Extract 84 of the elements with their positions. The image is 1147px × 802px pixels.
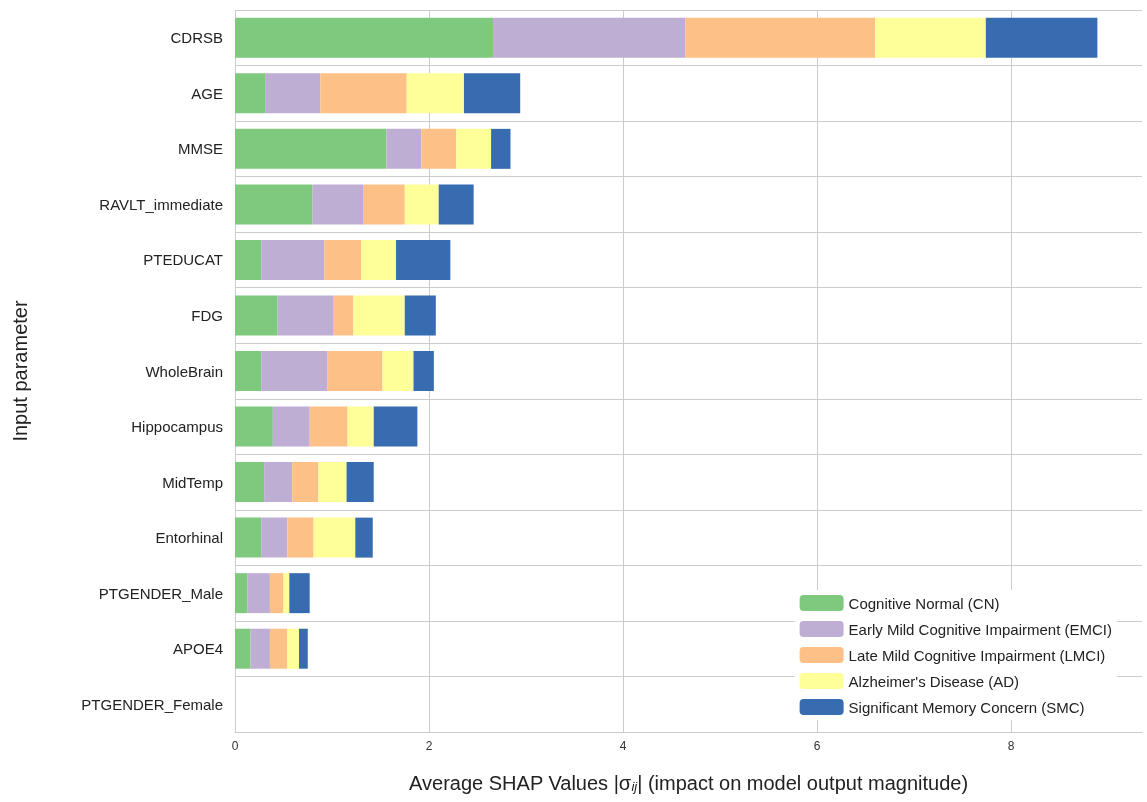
y-tick-label: FDG bbox=[191, 306, 223, 324]
bar bbox=[299, 628, 308, 669]
bar bbox=[287, 628, 300, 669]
bar bbox=[875, 17, 986, 58]
y-tick-label: MMSE bbox=[178, 140, 223, 158]
y-tick-label: PTGENDER_Male bbox=[98, 584, 223, 602]
legend-label: Early Mild Cognitive Impairment (EMCI) bbox=[848, 620, 1113, 638]
bar bbox=[235, 406, 273, 447]
y-tick-label: MidTemp bbox=[162, 473, 223, 491]
bar bbox=[327, 351, 383, 391]
bar bbox=[261, 517, 288, 558]
bar bbox=[413, 351, 434, 391]
bar bbox=[406, 73, 464, 114]
bar bbox=[396, 239, 451, 280]
bar bbox=[463, 73, 521, 114]
bar bbox=[320, 73, 407, 114]
bar bbox=[332, 295, 354, 336]
x-axis-title: Average SHAP Values |σij| (impact on model output magnitude) bbox=[409, 771, 969, 794]
bar bbox=[235, 73, 266, 114]
bar bbox=[312, 184, 364, 225]
legend-label: Alzheimer's Disease (AD) bbox=[848, 672, 1020, 690]
bar bbox=[235, 239, 262, 280]
y-tick-label: PTEDUCAT bbox=[143, 251, 223, 269]
bar bbox=[361, 239, 397, 280]
y-tick-label: AGE bbox=[191, 84, 223, 102]
bar bbox=[493, 17, 686, 58]
y-tick-label: Entorhinal bbox=[155, 529, 223, 547]
bar bbox=[309, 406, 348, 447]
bar bbox=[985, 17, 1098, 58]
bar bbox=[261, 351, 328, 391]
y-tick-label: Hippocampus bbox=[131, 418, 223, 436]
legend-label: Significant Memory Concern (SMC) bbox=[848, 698, 1085, 716]
x-tick-label: 0 bbox=[231, 739, 239, 753]
bar bbox=[373, 406, 418, 447]
y-axis-title: Input parameter bbox=[9, 300, 31, 442]
bar bbox=[289, 573, 310, 614]
bar bbox=[324, 239, 362, 280]
y-tick-label: PTGENDER_Female bbox=[81, 695, 223, 713]
bar bbox=[235, 128, 387, 169]
bar bbox=[287, 517, 314, 558]
bar bbox=[261, 239, 325, 280]
bar bbox=[272, 406, 310, 447]
bar bbox=[491, 128, 511, 169]
bar bbox=[404, 295, 436, 336]
bar bbox=[382, 351, 414, 391]
bar bbox=[318, 462, 347, 503]
bar bbox=[235, 517, 262, 558]
bar bbox=[235, 184, 313, 225]
bar bbox=[313, 517, 356, 558]
bar bbox=[456, 128, 492, 169]
bar bbox=[438, 184, 474, 225]
bar bbox=[265, 73, 321, 114]
x-tick-label: 8 bbox=[1007, 739, 1015, 753]
bar bbox=[421, 128, 457, 169]
bar bbox=[277, 295, 333, 336]
bar bbox=[247, 573, 270, 614]
y-tick-label: WholeBrain bbox=[145, 362, 223, 380]
bar bbox=[269, 628, 288, 669]
y-tick-label: APOE4 bbox=[172, 640, 223, 658]
bar bbox=[250, 628, 270, 669]
bar bbox=[235, 573, 248, 614]
bar bbox=[264, 462, 293, 503]
x-tick-label: 2 bbox=[425, 739, 433, 753]
legend-label: Late Mild Cognitive Impairment (LMCI) bbox=[848, 646, 1106, 664]
bar bbox=[235, 462, 265, 503]
y-tick-label: RAVLT_immediate bbox=[99, 195, 223, 213]
y-tick-label: CDRSB bbox=[170, 29, 223, 47]
bar bbox=[353, 295, 405, 336]
bar bbox=[355, 517, 373, 558]
bar bbox=[363, 184, 405, 225]
bar bbox=[235, 628, 251, 669]
bar bbox=[346, 462, 374, 503]
bar bbox=[347, 406, 374, 447]
bar bbox=[386, 128, 422, 169]
bar bbox=[235, 351, 262, 391]
bar bbox=[235, 17, 494, 58]
x-tick-label: 4 bbox=[619, 739, 627, 753]
x-tick-label: 6 bbox=[813, 739, 821, 753]
bar bbox=[404, 184, 439, 225]
bar bbox=[292, 462, 319, 503]
bar bbox=[235, 295, 278, 336]
legend-label: Cognitive Normal (CN) bbox=[848, 594, 1000, 612]
bar bbox=[269, 573, 284, 614]
bar bbox=[685, 17, 876, 58]
